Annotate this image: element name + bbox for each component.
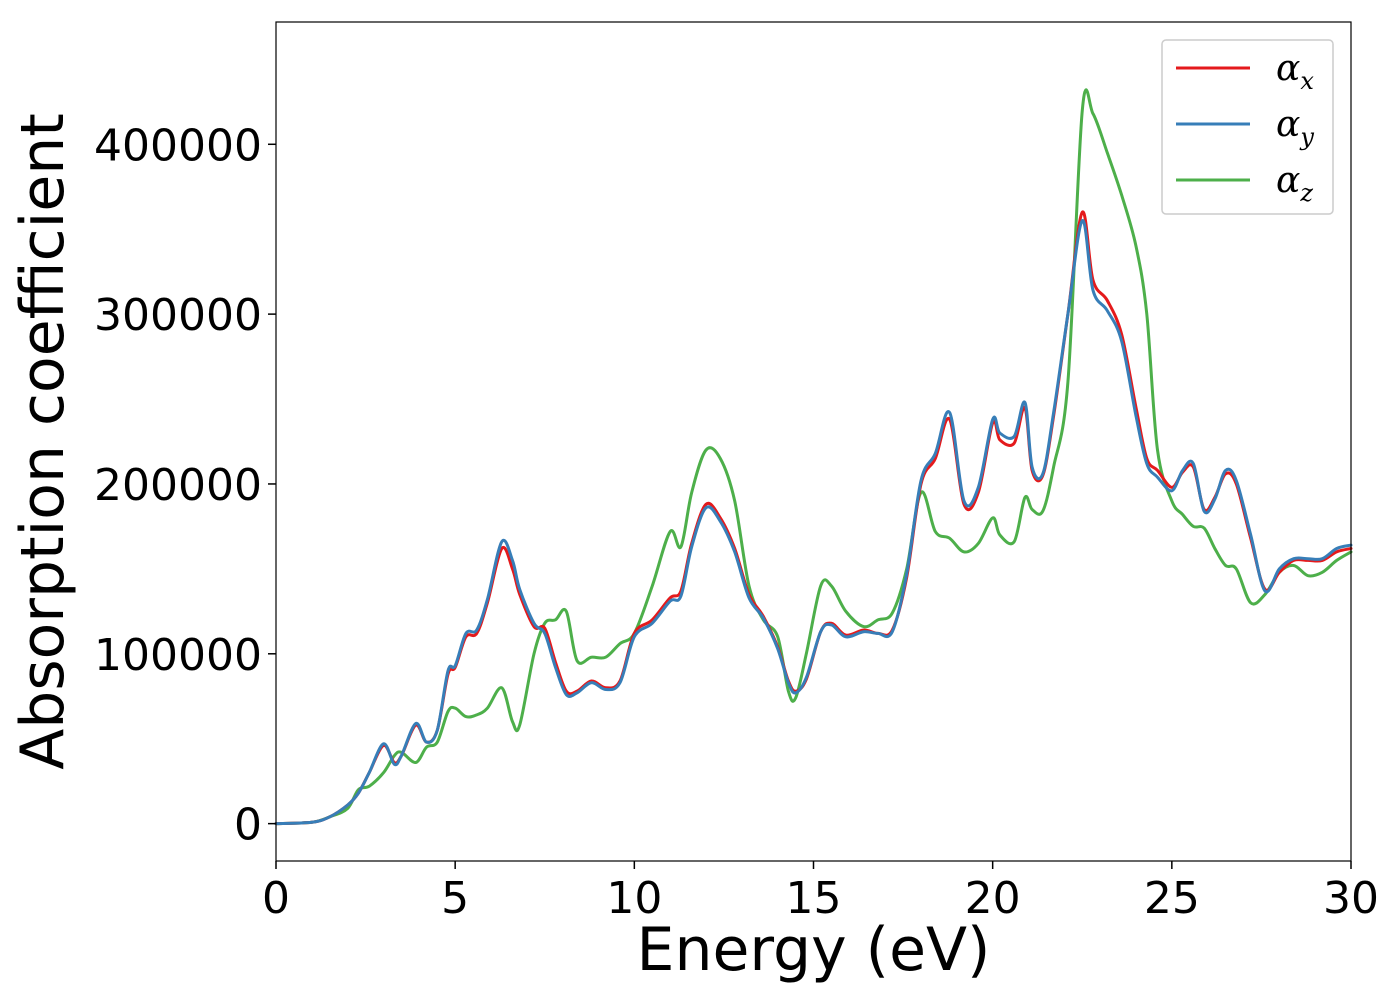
y-tick-label: 300000 [94, 290, 262, 341]
series-layer [274, 88, 1353, 826]
x-tick-label: 15 [786, 873, 842, 924]
x-tick-label: 5 [441, 873, 469, 924]
y-tick-label: 100000 [94, 630, 262, 681]
y-tick-label: 200000 [94, 460, 262, 511]
x-axis-ticks: 0 5 10 15 20 25 30 [262, 861, 1379, 924]
series-line-alpha-z [274, 88, 1353, 826]
x-tick-label: 25 [1144, 873, 1200, 924]
legend-label-alpha-x: αx [1276, 48, 1314, 95]
y-tick-label: 400000 [94, 120, 262, 171]
x-tick-label: 10 [606, 873, 662, 924]
series-line-alpha-y [274, 219, 1353, 826]
x-tick-label: 30 [1323, 873, 1379, 924]
legend-label-alpha-z: αz [1276, 160, 1313, 207]
x-axis-label: Energy (eV) [637, 915, 991, 985]
legend-box [1161, 39, 1334, 215]
x-tick-label: 20 [965, 873, 1021, 924]
legend-label-alpha-y: αy [1276, 104, 1314, 151]
y-axis-ticks: 0 100000 200000 300000 400000 [94, 120, 276, 851]
x-tick-label: 0 [262, 873, 290, 924]
y-axis-label: Absorption coefficient [8, 113, 78, 770]
y-tick-label: 0 [234, 800, 262, 851]
legend: αx αy αz [1161, 39, 1334, 215]
